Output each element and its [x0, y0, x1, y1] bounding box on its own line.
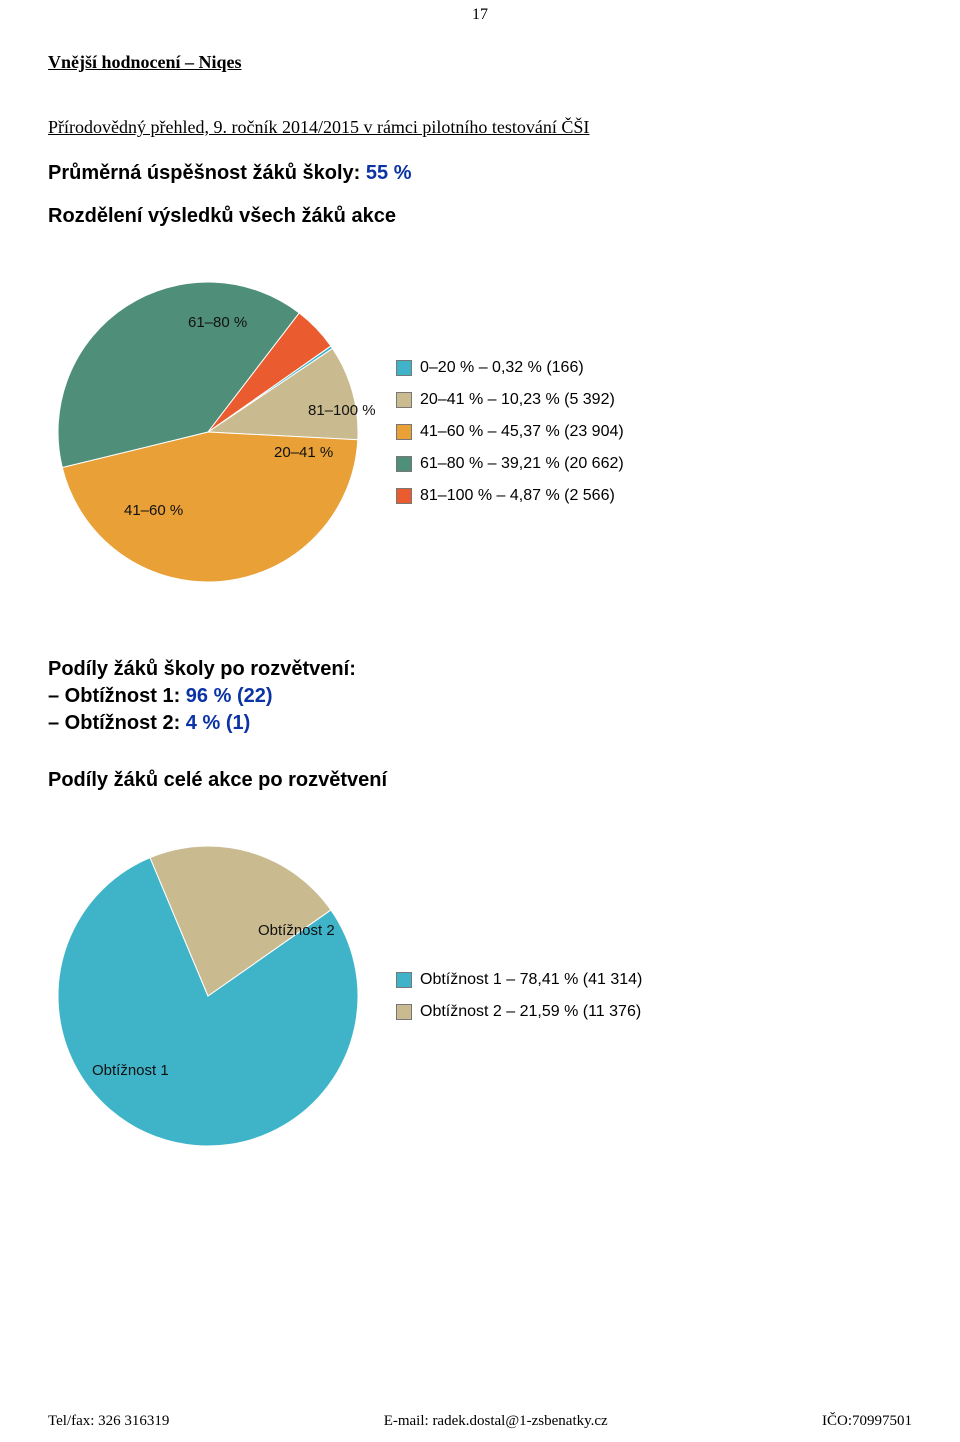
legend-swatch	[396, 456, 412, 472]
footer-left: Tel/fax: 326 316319	[48, 1413, 169, 1430]
legend-1: 0–20 % – 0,32 % (166) 20–41 % – 10,23 % (…	[396, 359, 624, 505]
legend-swatch	[396, 972, 412, 988]
section2-title: Podíly žáků celé akce po rozvětvení	[48, 769, 912, 792]
shares-block: Podíly žáků školy po rozvětvení: – Obtíž…	[48, 656, 912, 737]
pie-chart-2: Obtížnost 2Obtížnost 1	[48, 836, 368, 1156]
legend-item: 20–41 % – 10,23 % (5 392)	[396, 391, 624, 409]
shares-title: Podíly žáků školy po rozvětvení:	[48, 656, 912, 683]
footer-right: IČO:70997501	[822, 1413, 912, 1430]
legend-text: Obtížnost 2 – 21,59 % (11 376)	[420, 1003, 641, 1021]
footer: Tel/fax: 326 316319 E-mail: radek.dostal…	[0, 1413, 960, 1430]
legend-swatch	[396, 1004, 412, 1020]
chart1-row: 61–80 %81–100 %20–41 %41–60 % 0–20 % – 0…	[48, 272, 912, 592]
legend-text: Obtížnost 1 – 78,41 % (41 314)	[420, 971, 642, 989]
shares-row-2-value: 4 % (1)	[186, 712, 250, 734]
legend-2: Obtížnost 1 – 78,41 % (41 314) Obtížnost …	[396, 971, 642, 1021]
legend-text: 41–60 % – 45,37 % (23 904)	[420, 423, 624, 441]
shares-row-1-label: – Obtížnost 1:	[48, 685, 186, 707]
legend-item: Obtížnost 1 – 78,41 % (41 314)	[396, 971, 642, 989]
legend-swatch	[396, 488, 412, 504]
legend-swatch	[396, 392, 412, 408]
legend-text: 20–41 % – 10,23 % (5 392)	[420, 391, 615, 409]
legend-item: 0–20 % – 0,32 % (166)	[396, 359, 624, 377]
page-number: 17	[48, 0, 912, 24]
legend-text: 81–100 % – 4,87 % (2 566)	[420, 487, 615, 505]
legend-text: 0–20 % – 0,32 % (166)	[420, 359, 584, 377]
success-label: Průměrná úspěšnost žáků školy:	[48, 162, 366, 184]
legend-item: Obtížnost 2 – 21,59 % (11 376)	[396, 1003, 642, 1021]
section1-title: Rozdělení výsledků všech žáků akce	[48, 205, 912, 228]
shares-row-1: – Obtížnost 1: 96 % (22)	[48, 683, 912, 710]
success-line: Průměrná úspěšnost žáků školy: 55 %	[48, 162, 912, 185]
legend-item: 81–100 % – 4,87 % (2 566)	[396, 487, 624, 505]
heading-sub: Přírodovědný přehled, 9. ročník 2014/201…	[48, 117, 912, 138]
shares-row-2: – Obtížnost 2: 4 % (1)	[48, 710, 912, 737]
legend-text: 61–80 % – 39,21 % (20 662)	[420, 455, 624, 473]
footer-center: E-mail: radek.dostal@1-zsbenatky.cz	[384, 1413, 608, 1430]
shares-row-2-label: – Obtížnost 2:	[48, 712, 186, 734]
legend-swatch	[396, 424, 412, 440]
heading-main: Vnější hodnocení – Niqes	[48, 52, 912, 73]
legend-swatch	[396, 360, 412, 376]
success-value: 55 %	[366, 162, 412, 184]
shares-row-1-value: 96 % (22)	[186, 685, 273, 707]
page: 17 Vnější hodnocení – Niqes Přírodovědný…	[0, 0, 960, 1442]
legend-item: 41–60 % – 45,37 % (23 904)	[396, 423, 624, 441]
legend-item: 61–80 % – 39,21 % (20 662)	[396, 455, 624, 473]
chart2-row: Obtížnost 2Obtížnost 1 Obtížnost 1 – 78,…	[48, 836, 912, 1156]
pie-chart-1: 61–80 %81–100 %20–41 %41–60 %	[48, 272, 368, 592]
